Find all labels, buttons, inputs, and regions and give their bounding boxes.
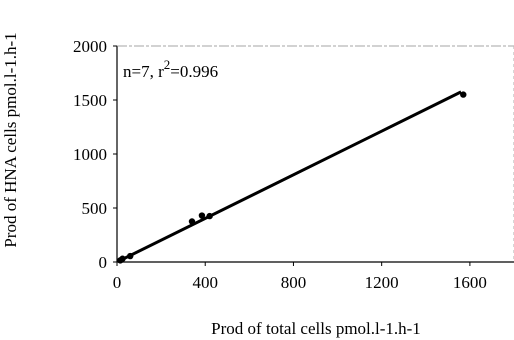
y-tick-label: 1500: [73, 91, 107, 110]
data-point: [460, 91, 467, 98]
x-tick-label: 800: [281, 273, 307, 292]
x-tick-label: 1600: [453, 273, 487, 292]
x-axis-label: Prod of total cells pmol.l-1.h-1: [211, 319, 421, 338]
y-tick-label: 500: [82, 199, 108, 218]
regression-line: [118, 90, 462, 263]
x-tick-label: 0: [113, 273, 122, 292]
data-points: [117, 91, 467, 264]
y-tick-label: 0: [99, 253, 108, 272]
y-tick-label: 2000: [73, 37, 107, 56]
x-tick-label: 400: [192, 273, 218, 292]
stats-annotation: n=7, r2=0.996: [123, 57, 218, 81]
y-tick-label: 1000: [73, 145, 107, 164]
regression-line-group: [118, 90, 462, 263]
y-axis-ticks: 0 500 1000 1500 2000: [73, 37, 117, 272]
data-point: [198, 212, 206, 219]
x-tick-label: 1200: [365, 273, 399, 292]
x-axis-ticks: 0 400 800 1200 1600: [113, 262, 487, 292]
y-axis-label: Prod of HNA cells pmol.l-1.h-1: [1, 32, 20, 247]
